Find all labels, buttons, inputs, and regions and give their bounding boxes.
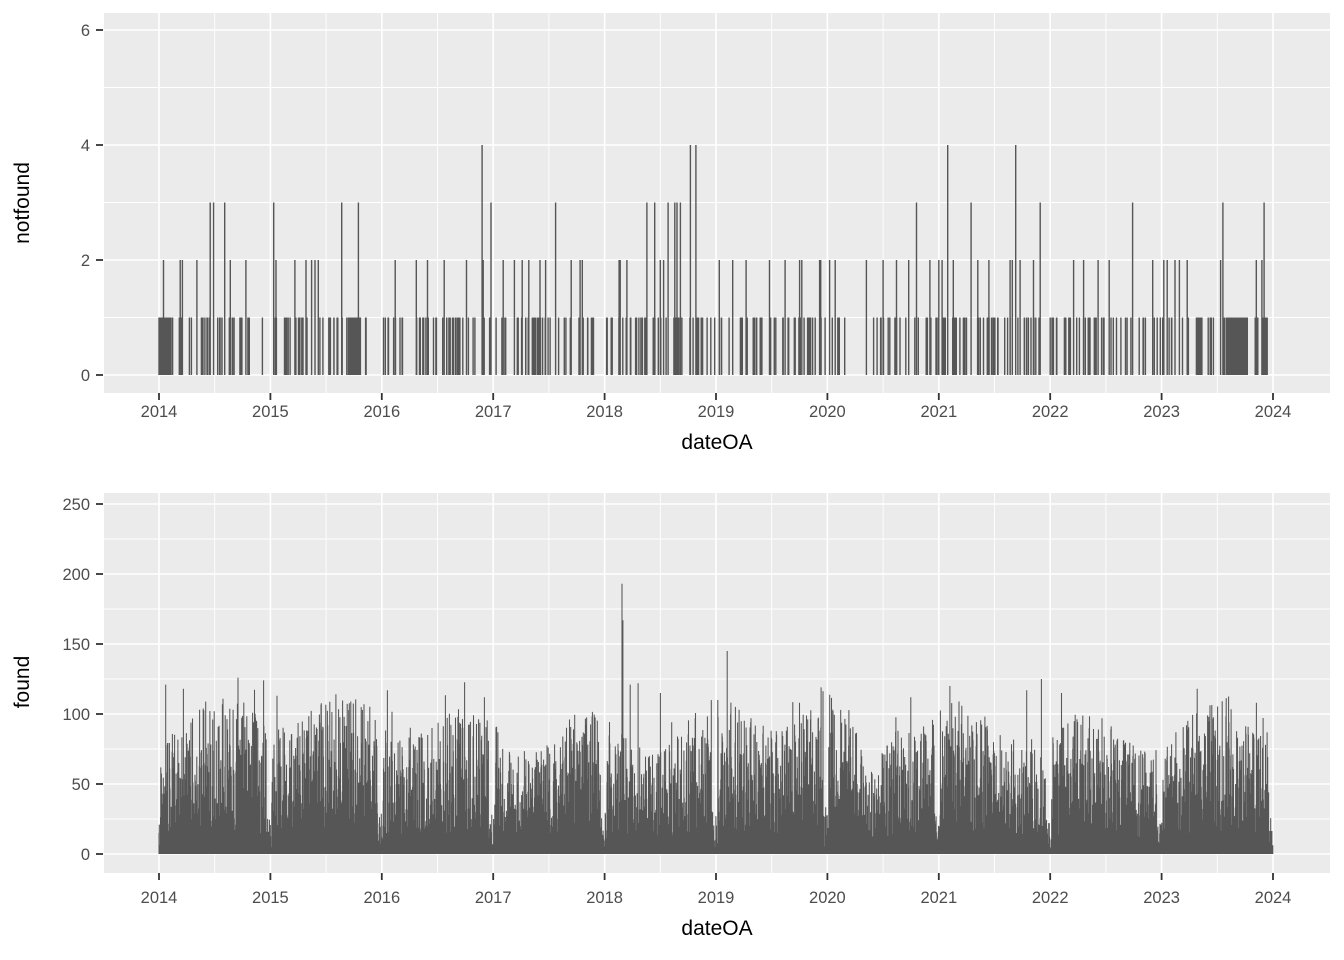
found-x-tick-labels: 2014 2015 2016 2017 2018 2019 2020 2021 2022 2023… [141, 889, 1292, 907]
notfound-bars [158, 145, 1268, 375]
notfound-y-axis-title: notfound [11, 162, 34, 244]
x-tick-label: 2022 [1032, 889, 1069, 907]
x-tick-label: 2023 [1143, 889, 1180, 907]
notfound-y-tick-labels: 0 2 4 6 [81, 22, 90, 385]
notfound-x-tick-labels: 2014 2015 2016 2017 2018 2019 2020 2021 2022 2023… [141, 403, 1292, 421]
x-tick-label: 2024 [1255, 403, 1292, 421]
y-tick-label: 0 [81, 367, 90, 385]
x-tick-label: 2019 [698, 403, 735, 421]
y-tick-label: 0 [81, 846, 90, 864]
x-tick-label: 2024 [1255, 889, 1292, 907]
y-tick-label: 100 [62, 706, 90, 724]
x-tick-label: 2021 [920, 403, 957, 421]
x-tick-label: 2020 [809, 889, 846, 907]
notfound-x-axis-title: dateOA [681, 431, 752, 454]
x-tick-label: 2020 [809, 403, 846, 421]
y-tick-label: 50 [72, 776, 90, 794]
x-tick-label: 2022 [1032, 403, 1069, 421]
found-bars [158, 583, 1274, 854]
x-tick-label: 2021 [920, 889, 957, 907]
found-y-axis-title: found [11, 656, 34, 709]
x-tick-label: 2015 [252, 889, 289, 907]
x-tick-label: 2017 [475, 889, 512, 907]
x-tick-label: 2023 [1143, 403, 1180, 421]
x-tick-label: 2016 [363, 403, 400, 421]
notfound-chart: 2014 2015 2016 2017 2018 2019 2020 2021 2022 2023… [11, 13, 1330, 454]
y-tick-label: 4 [81, 137, 90, 155]
found-axis-ticks [96, 503, 1274, 880]
x-tick-label: 2016 [363, 889, 400, 907]
y-tick-label: 250 [62, 496, 90, 514]
y-tick-label: 6 [81, 22, 90, 40]
x-tick-label: 2017 [475, 403, 512, 421]
x-tick-label: 2015 [252, 403, 289, 421]
x-tick-label: 2014 [141, 889, 178, 907]
found-x-axis-title: dateOA [681, 917, 752, 940]
x-tick-label: 2019 [698, 889, 735, 907]
y-tick-label: 2 [81, 252, 90, 270]
found-chart: 2014 2015 2016 2017 2018 2019 2020 2021 2022 2023… [11, 493, 1330, 940]
x-tick-label: 2014 [141, 403, 178, 421]
found-y-tick-labels: 0 50 100 150 200 250 [62, 496, 90, 864]
y-tick-label: 200 [62, 566, 90, 584]
x-tick-label: 2018 [586, 403, 623, 421]
x-tick-label: 2018 [586, 889, 623, 907]
y-tick-label: 150 [62, 636, 90, 654]
notfound-axis-ticks [96, 29, 1274, 400]
